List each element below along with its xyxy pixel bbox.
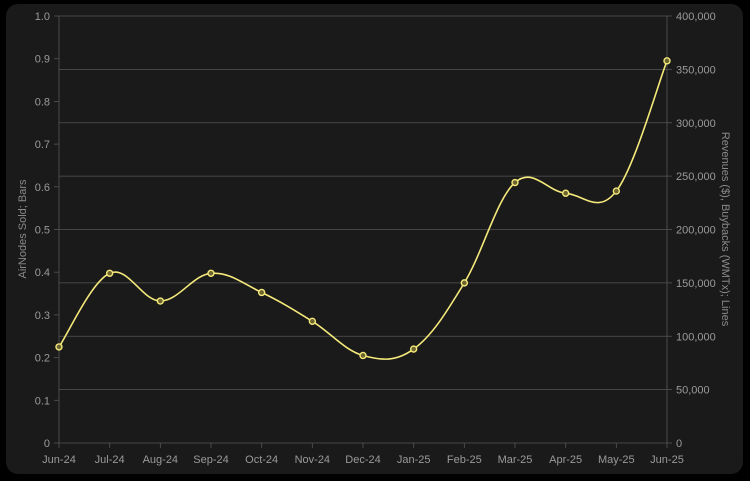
x-axis: Jun-24 Jul-24 Aug-24 Sep-24 Oct-24 Nov-24 Dec-… <box>42 442 684 466</box>
right-tick-label: 200,000 <box>676 225 716 237</box>
data-point <box>511 178 519 187</box>
data-point <box>359 351 367 360</box>
data-point <box>308 317 317 326</box>
left-tick-label: 0.2 <box>35 353 50 365</box>
x-tick-label: Jun-24 <box>42 454 76 466</box>
left-tick-label: 1.0 <box>35 11 50 23</box>
data-point <box>561 189 570 197</box>
right-tick-label: 100,000 <box>676 331 716 343</box>
right-tick-label: 350,000 <box>676 64 716 76</box>
x-tick-label: Jun-25 <box>650 454 684 466</box>
left-tick-label: 0.1 <box>35 395 50 407</box>
left-tick-label: 0 <box>44 438 50 450</box>
right-tick-label: 150,000 <box>676 278 716 290</box>
x-tick-label: Feb-25 <box>447 454 482 466</box>
data-point <box>156 297 165 305</box>
right-tick-label: 300,000 <box>676 118 716 130</box>
x-tick-label: Apr-25 <box>549 454 582 466</box>
left-tick-label: 0.5 <box>35 225 50 237</box>
left-axis: 0 0.1 0.2 0.3 0.4 0.5 0.6 0.7 0.8 0.9 1.0 <box>35 11 60 450</box>
data-point <box>409 345 418 353</box>
series-line <box>58 60 668 360</box>
grid-lines <box>59 15 667 391</box>
right-tick-label: 400,000 <box>676 11 716 23</box>
right-tick-label: 50,000 <box>676 385 710 397</box>
x-tick-label: Oct-24 <box>245 454 278 466</box>
data-point <box>207 269 215 277</box>
series-layer <box>55 57 671 360</box>
left-tick-label: 0.7 <box>35 139 50 151</box>
x-tick-label: Jul-24 <box>95 454 125 466</box>
right-axis: 0 50,000 100,000 150,000 200,000 250,000 300,0… <box>666 11 716 450</box>
left-axis-title: AirNodes Sold; Bars <box>17 179 29 279</box>
right-axis-title: Revenues ($), Buybacks (WMTx); Lines <box>719 132 731 327</box>
data-point <box>257 288 266 297</box>
data-point <box>460 279 469 287</box>
left-tick-label: 0.4 <box>35 267 50 279</box>
x-tick-label: Nov-24 <box>295 454 330 466</box>
left-tick-label: 0.6 <box>35 182 50 194</box>
data-point <box>663 57 671 65</box>
x-tick-label: Sep-24 <box>193 454 228 466</box>
data-point <box>105 269 114 277</box>
x-tick-label: Jan-25 <box>397 454 431 466</box>
right-tick-label: 250,000 <box>676 171 716 183</box>
data-point <box>55 343 63 351</box>
chart-panel <box>6 4 743 474</box>
data-point <box>612 187 621 195</box>
left-tick-label: 0.9 <box>35 54 50 66</box>
left-tick-label: 0.3 <box>35 310 50 322</box>
x-tick-label: Mar-25 <box>498 454 533 466</box>
x-tick-label: Aug-24 <box>143 454 178 466</box>
x-tick-label: Dec-24 <box>345 454 380 466</box>
right-tick-label: 0 <box>676 438 682 450</box>
left-tick-label: 0.8 <box>35 96 50 108</box>
x-tick-label: May-25 <box>598 454 635 466</box>
